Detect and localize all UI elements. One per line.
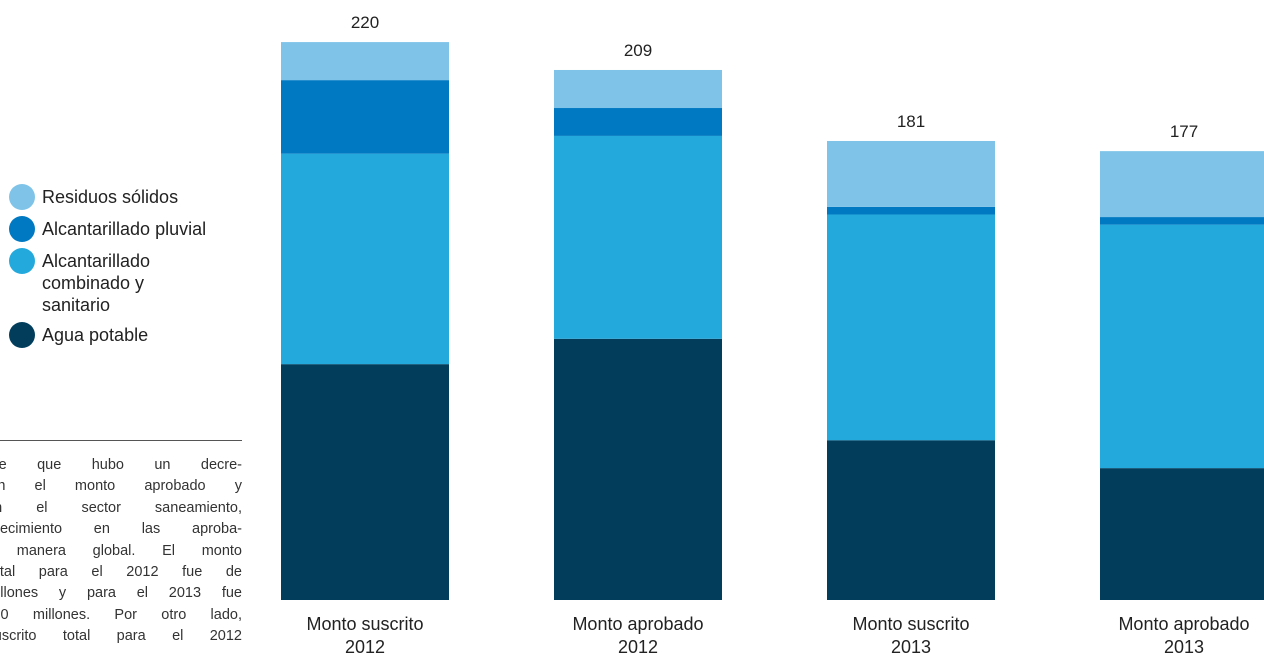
legend-swatch [9, 184, 35, 210]
total-label: 220 [351, 13, 379, 32]
bar-segment [554, 108, 722, 136]
legend-item: Residuos sólidos [9, 184, 206, 210]
bar-segment [1100, 468, 1264, 600]
note-line: to en el sector saneamiento, [0, 499, 242, 516]
bar-segment [827, 140, 995, 207]
total-label: 177 [1170, 122, 1198, 141]
note-line: nto en el monto aprobado y [0, 478, 242, 495]
legend-item: Alcantarillado pluvial [9, 216, 206, 242]
bar-segment [827, 206, 995, 215]
bar-segment [1100, 151, 1264, 218]
bar-segment [281, 153, 449, 365]
legend-swatch [9, 216, 35, 242]
legend-item: Agua potable [9, 322, 206, 348]
legend-label: Agua potable [42, 325, 149, 345]
x-tick-label: Monto suscrito 2013 [852, 614, 970, 657]
note-line: nto suscrito total para el 2012 [0, 628, 242, 645]
bar-segment [281, 364, 449, 600]
total-label: 181 [897, 112, 925, 131]
x-tick-label: Monto aprobado 2012 [572, 614, 704, 657]
note-line: s de manera global. El monto [0, 542, 242, 559]
legend-item: Alcantarillado combinado y sanitario [9, 248, 206, 316]
legend-label: Alcantarillado combinado y sanitario [42, 251, 151, 315]
bar-segment [1100, 224, 1264, 469]
bar-segment [827, 440, 995, 600]
x-tick-label: Monto suscrito 2012 [306, 614, 424, 657]
bar-segment [281, 80, 449, 154]
legend-swatch [9, 322, 35, 348]
x-tick-label: Monto aprobado 2013 [1118, 614, 1250, 657]
bar-segment [554, 338, 722, 600]
note-line: sar de que hubo un decre- [0, 457, 242, 473]
bar-segment [281, 42, 449, 81]
note-line: un crecimiento en las aproba- [0, 521, 242, 538]
note-line: SD 620 millones. Por otro lado, [0, 606, 242, 623]
note: sar de que hubo un decre-nto en el monto… [0, 440, 242, 648]
total-label: 209 [624, 41, 652, 60]
legend-swatch [9, 248, 35, 274]
bar-segment [1100, 217, 1264, 225]
note-line: 454 millones y para el 2013 fue [0, 585, 242, 602]
bar-segment [554, 69, 722, 109]
bar-segment [827, 214, 995, 441]
legend-label: Alcantarillado pluvial [42, 219, 207, 239]
legend-label: Residuos sólidos [42, 187, 179, 207]
legend: Residuos sólidos Alcantarillado pluvial Al… [9, 184, 206, 354]
bar-segment [554, 135, 722, 339]
note-line: ado total para el 2012 fue de [0, 564, 242, 581]
